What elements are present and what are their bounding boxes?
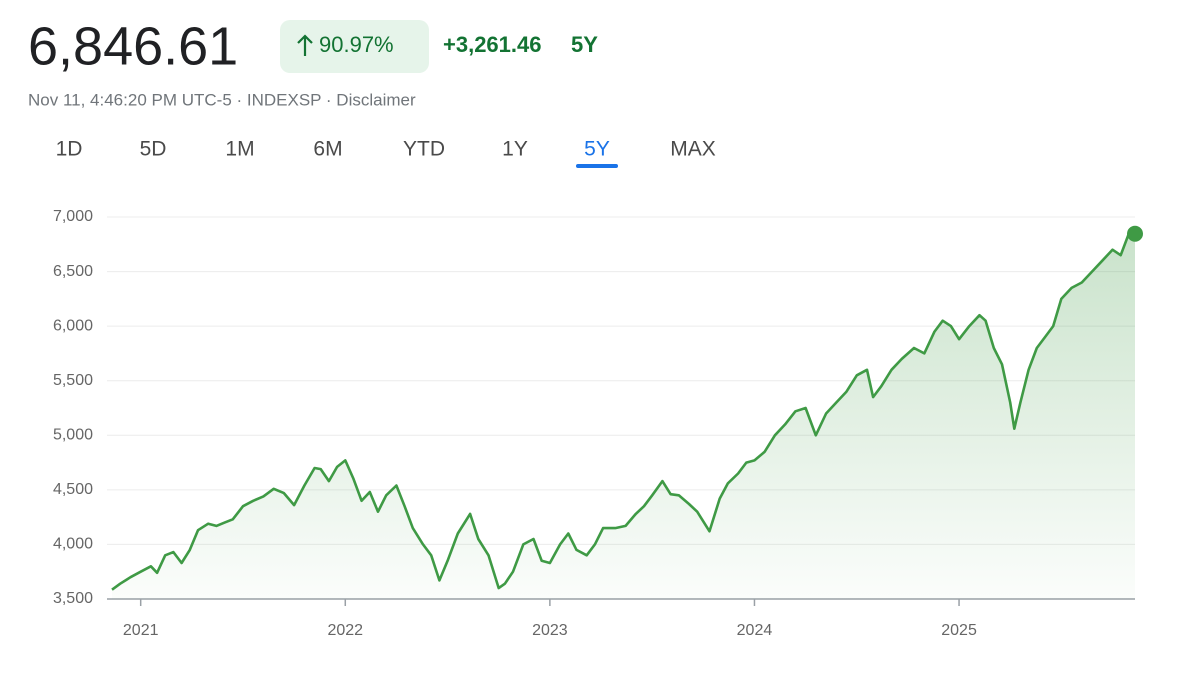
up-arrow xyxy=(297,34,313,56)
x-tick-label: 2021 xyxy=(123,622,159,639)
x-tick-label: 2023 xyxy=(532,622,568,639)
y-tick-label: 3,500 xyxy=(53,590,93,607)
y-tick-label: 5,500 xyxy=(53,372,93,389)
last-point xyxy=(1127,225,1143,242)
y-tick-label: 5,000 xyxy=(53,427,93,444)
range-tab[interactable]: 1M xyxy=(225,138,254,161)
change-percent: 90.97% xyxy=(319,32,394,57)
change-value: +3,261.46 xyxy=(443,32,541,57)
range-tab[interactable]: 5Y xyxy=(584,138,610,161)
x-tick-label: 2022 xyxy=(327,622,363,639)
range-tab[interactable]: 6M xyxy=(313,138,342,161)
area-fill xyxy=(112,233,1135,599)
active-tab-underline xyxy=(576,164,618,168)
range-tab[interactable]: 1Y xyxy=(502,138,528,161)
y-tick-label: 4,500 xyxy=(53,481,93,498)
price: 6,846.61 xyxy=(28,16,238,76)
y-tick-label: 7,000 xyxy=(53,208,93,225)
x-tick-label: 2025 xyxy=(941,622,977,639)
range-tab[interactable]: 5D xyxy=(140,138,167,161)
y-tick-label: 4,000 xyxy=(53,536,93,553)
range-tab[interactable]: MAX xyxy=(670,138,716,161)
price-line xyxy=(111,232,1136,591)
range-tab[interactable]: 1D xyxy=(56,138,83,161)
meta-line: Nov 11, 4:46:20 PM UTC-5 · INDEXSP · Dis… xyxy=(28,90,416,109)
range-tab[interactable]: YTD xyxy=(403,138,445,161)
y-tick-label: 6,000 xyxy=(53,317,93,334)
change-badge xyxy=(280,20,429,73)
y-tick-label: 6,500 xyxy=(53,263,93,280)
change-period: 5Y xyxy=(571,32,598,57)
range-tabs: 1D 5D 1M 6M YTD 1Y 5Y MAX xyxy=(56,138,716,168)
chart: 3,500 4,000 4,500 5,000 5,500 6,000 6,500 7,000… xyxy=(53,208,1143,639)
x-tick-label: 2024 xyxy=(737,622,773,639)
